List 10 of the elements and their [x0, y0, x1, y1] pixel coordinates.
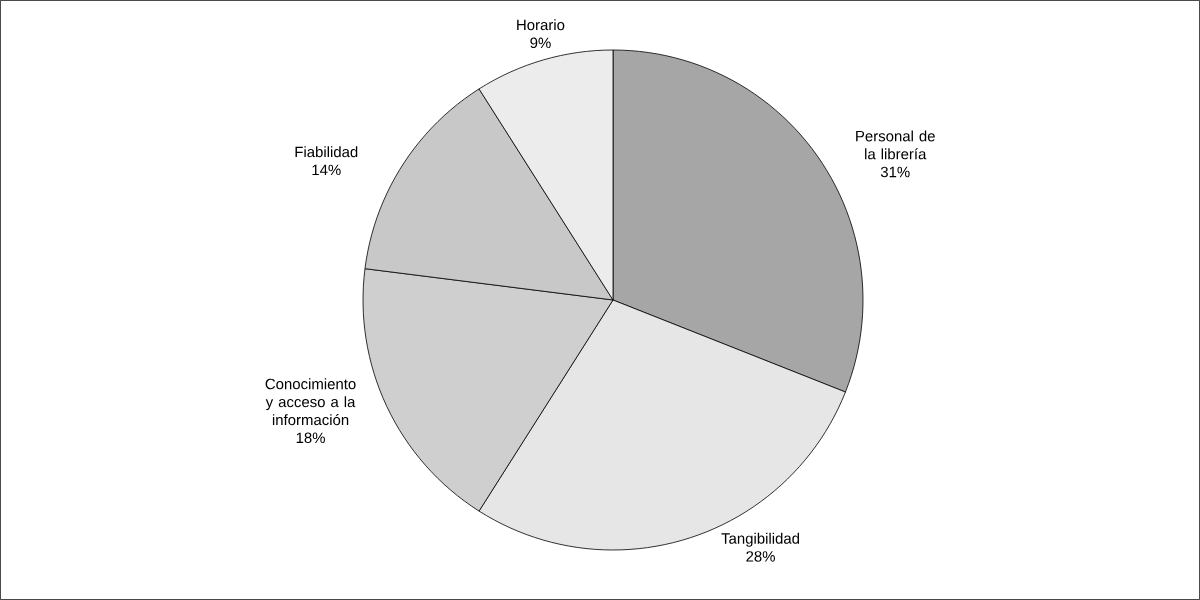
data-label: 18%: [296, 432, 325, 444]
slice-label: Tangibilidad: [721, 532, 800, 547]
data-label: 14%: [312, 164, 341, 176]
slice-label: Conocimiento y acceso a la información: [265, 378, 356, 426]
data-label: 31%: [880, 166, 910, 178]
slice-label: Horario: [517, 19, 565, 31]
slice-label: Fiabilidad: [295, 146, 358, 158]
data-label: 9%: [530, 37, 551, 49]
slice-label: Personal de la librería: [856, 130, 935, 160]
data-label: 28%: [746, 551, 775, 562]
